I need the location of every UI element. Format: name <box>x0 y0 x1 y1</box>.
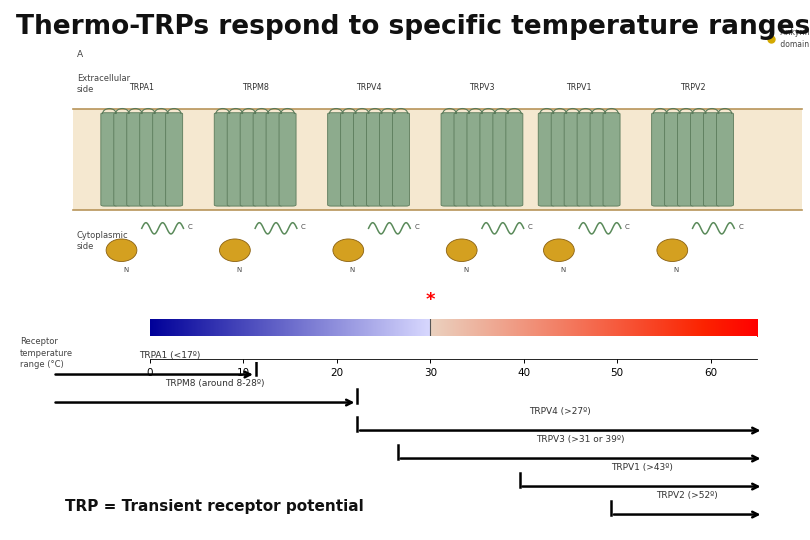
FancyBboxPatch shape <box>393 113 410 206</box>
Text: N: N <box>237 267 241 273</box>
Text: TRPV3: TRPV3 <box>469 83 495 92</box>
FancyBboxPatch shape <box>677 113 695 206</box>
FancyBboxPatch shape <box>590 113 607 206</box>
FancyBboxPatch shape <box>480 113 497 206</box>
FancyBboxPatch shape <box>166 113 183 206</box>
Text: TRPV1: TRPV1 <box>566 83 592 92</box>
Text: N: N <box>561 267 565 273</box>
FancyBboxPatch shape <box>266 113 284 206</box>
FancyBboxPatch shape <box>664 113 682 206</box>
FancyBboxPatch shape <box>454 113 471 206</box>
Ellipse shape <box>220 239 250 261</box>
Text: TRPV3 (>31 or 39º): TRPV3 (>31 or 39º) <box>536 435 625 444</box>
FancyBboxPatch shape <box>126 113 144 206</box>
Text: C: C <box>188 224 192 230</box>
Text: A: A <box>77 50 83 59</box>
Text: TRPM8 (around 8-28º): TRPM8 (around 8-28º) <box>165 379 265 388</box>
FancyBboxPatch shape <box>577 113 594 206</box>
Text: Thermo-TRPs respond to specific temperature ranges: Thermo-TRPs respond to specific temperat… <box>16 14 810 39</box>
Ellipse shape <box>106 239 137 261</box>
FancyBboxPatch shape <box>551 113 569 206</box>
FancyBboxPatch shape <box>716 113 733 206</box>
FancyBboxPatch shape <box>152 113 170 206</box>
FancyBboxPatch shape <box>441 113 458 206</box>
FancyBboxPatch shape <box>564 113 582 206</box>
FancyBboxPatch shape <box>279 113 296 206</box>
FancyBboxPatch shape <box>227 113 245 206</box>
FancyBboxPatch shape <box>240 113 258 206</box>
FancyBboxPatch shape <box>492 113 510 206</box>
Text: TRPV2: TRPV2 <box>680 83 706 92</box>
Text: C: C <box>527 224 532 230</box>
FancyBboxPatch shape <box>139 113 156 206</box>
FancyBboxPatch shape <box>505 113 523 206</box>
Text: N: N <box>463 267 468 273</box>
Ellipse shape <box>657 239 688 261</box>
Text: Ankyrin
 domain: Ankyrin domain <box>778 29 809 49</box>
Text: TRPV1 (>43º): TRPV1 (>43º) <box>611 463 672 472</box>
Text: TRPV2 (>52º): TRPV2 (>52º) <box>656 491 718 500</box>
Text: N: N <box>123 267 128 273</box>
Text: TRP = Transient receptor potential: TRP = Transient receptor potential <box>65 500 364 515</box>
FancyBboxPatch shape <box>467 113 484 206</box>
FancyBboxPatch shape <box>341 113 358 206</box>
Ellipse shape <box>333 239 364 261</box>
Ellipse shape <box>446 239 477 261</box>
Text: C: C <box>738 224 743 230</box>
FancyBboxPatch shape <box>703 113 721 206</box>
Text: Extracellular
side: Extracellular side <box>77 74 130 94</box>
Text: Cytoplasmic
side: Cytoplasmic side <box>77 231 129 251</box>
Text: C: C <box>301 224 305 230</box>
Ellipse shape <box>544 239 574 261</box>
Text: N: N <box>674 267 679 273</box>
Text: TRPA1: TRPA1 <box>130 83 154 92</box>
Text: TRPA1 (<17º): TRPA1 (<17º) <box>139 351 200 360</box>
FancyBboxPatch shape <box>690 113 708 206</box>
FancyBboxPatch shape <box>651 113 668 206</box>
FancyBboxPatch shape <box>379 113 397 206</box>
FancyBboxPatch shape <box>214 113 232 206</box>
FancyBboxPatch shape <box>603 113 620 206</box>
Text: TRPV4: TRPV4 <box>356 83 382 92</box>
FancyBboxPatch shape <box>253 113 270 206</box>
FancyBboxPatch shape <box>538 113 556 206</box>
FancyBboxPatch shape <box>366 113 384 206</box>
FancyBboxPatch shape <box>113 113 131 206</box>
Text: C: C <box>625 224 629 230</box>
Text: Receptor
temperature
range (°C): Receptor temperature range (°C) <box>20 338 74 369</box>
Text: TRPV4 (>27º): TRPV4 (>27º) <box>530 407 591 416</box>
Text: *: * <box>425 291 435 309</box>
Text: TRPM8: TRPM8 <box>241 83 269 92</box>
Text: C: C <box>415 224 419 230</box>
FancyBboxPatch shape <box>353 113 370 206</box>
Bar <box>73 109 802 210</box>
Text: N: N <box>350 267 355 273</box>
FancyBboxPatch shape <box>327 113 345 206</box>
FancyBboxPatch shape <box>100 113 118 206</box>
